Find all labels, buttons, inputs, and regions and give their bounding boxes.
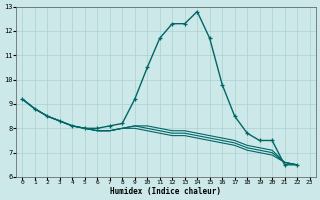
X-axis label: Humidex (Indice chaleur): Humidex (Indice chaleur) [110, 187, 221, 196]
